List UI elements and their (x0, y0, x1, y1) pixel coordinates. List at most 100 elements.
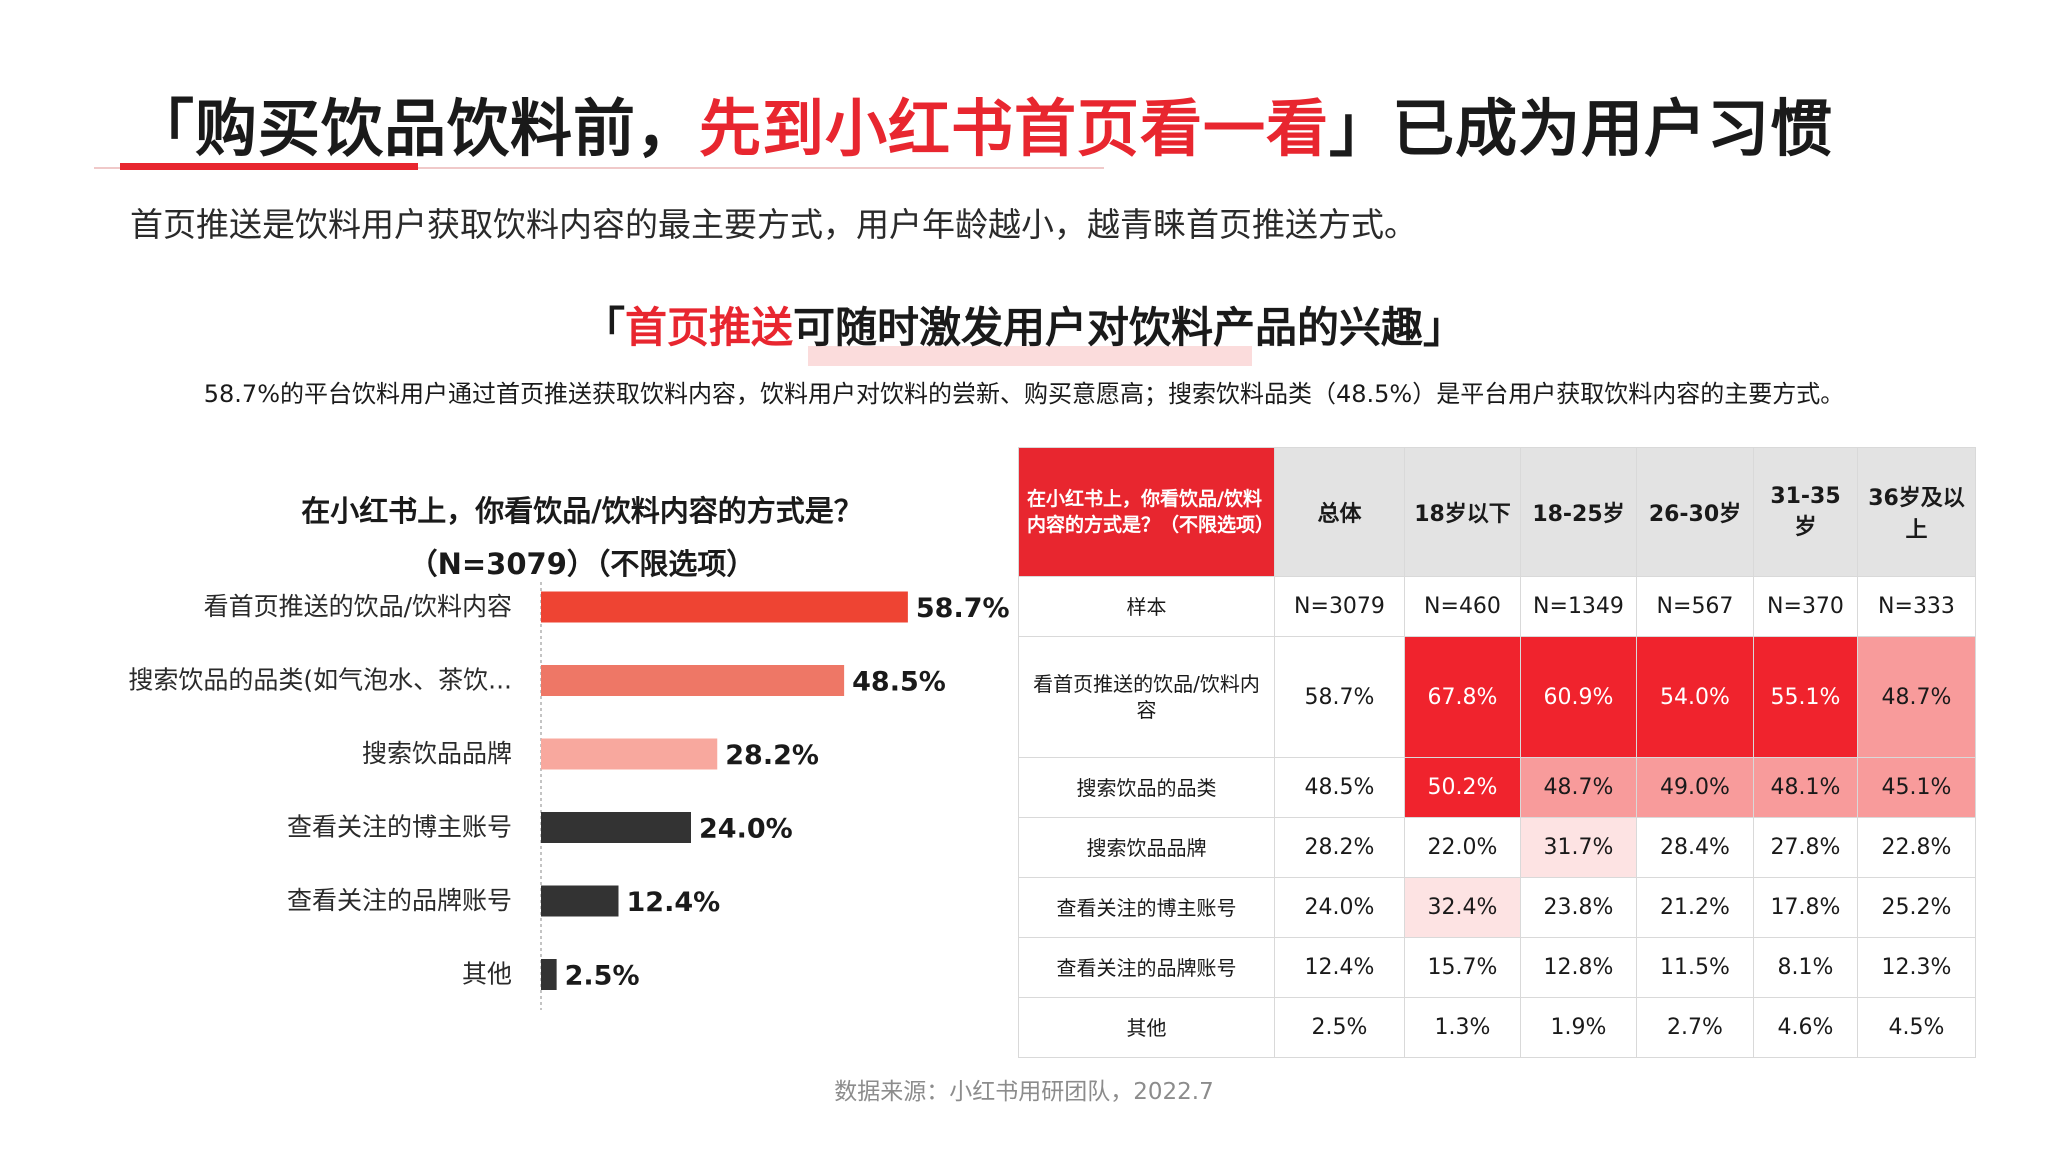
table-row-label: 其他 (1018, 997, 1275, 1058)
table-cell: N=370 (1753, 576, 1858, 637)
table-cell: N=567 (1636, 576, 1754, 637)
table-cell: 17.8% (1753, 877, 1858, 938)
table-cell: 1.9% (1520, 997, 1637, 1058)
table-column-header: 总体 (1274, 447, 1405, 577)
table-cell: 28.2% (1274, 817, 1405, 878)
bar (541, 591, 908, 623)
table-cell: 2.5% (1274, 997, 1405, 1058)
table-column-header: 18-25岁 (1520, 447, 1637, 577)
table-cell: 12.3% (1857, 937, 1976, 998)
table-cell: 45.1% (1857, 757, 1976, 818)
chart-title-line1: 在小红书上，你看饮品/饮料内容的方式是？ (301, 494, 863, 528)
table-cell: 58.7% (1274, 636, 1405, 758)
table-cell: 55.1% (1753, 636, 1858, 758)
data-label: 48.5% (852, 667, 946, 698)
table-cell: N=1349 (1520, 576, 1637, 637)
table-cell: 12.8% (1520, 937, 1637, 998)
table-cell: 21.2% (1636, 877, 1754, 938)
table-question-header: 在小红书上，你看饮品/饮料内容的方式是？（不限选项） (1018, 447, 1275, 577)
bar (541, 665, 845, 696)
table-cell: N=460 (1404, 576, 1521, 637)
table-cell: 50.2% (1404, 757, 1521, 818)
title-part1: 购买饮品饮料前， (195, 92, 700, 165)
data-label: 24.0% (699, 814, 793, 845)
data-source: 数据来源：小红书用研团队，2022.7 (834, 1079, 1214, 1105)
page-title: 「购买饮品饮料前，先到小红书首页看一看」已成为用户习惯 (132, 78, 1833, 168)
table-cell: 31.7% (1520, 817, 1637, 878)
table-cell: 48.7% (1857, 636, 1976, 758)
section-description: 58.7%的平台饮料用户通过首页推送获取饮料内容，饮料用户对饮料的尝新、购买意愿… (203, 380, 1845, 408)
data-label: 12.4% (627, 887, 721, 918)
table-cell: 23.8% (1520, 877, 1637, 938)
table-cell: 8.1% (1753, 937, 1858, 998)
table-cell: 22.8% (1857, 817, 1976, 878)
table-row: 搜索饮品的品类 48.5% 50.2% 48.7% 49.0% 48.1% 45.1% (1018, 757, 1976, 818)
page-subtitle: 首页推送是饮料用户获取饮料内容的最主要方式，用户年龄越小，越青睐首页推送方式。 (130, 205, 1417, 244)
table-column-header: 26-30岁 (1636, 447, 1754, 577)
table-row-label: 搜索饮品的品类 (1018, 757, 1275, 818)
bar (541, 885, 619, 917)
bar (541, 959, 557, 990)
table-column-header: 18岁以下 (1404, 447, 1521, 577)
crosstab-table: 在小红书上，你看饮品/饮料内容的方式是？（不限选项） 总体 18岁以下 18-25岁… (1018, 447, 1976, 1058)
title-highlight: 先到小红书首页看一看 (699, 92, 1330, 165)
table-row: 看首页推送的饮品/饮料内容 58.7% 67.8% 60.9% 54.0% 55.1% 48… (1018, 636, 1976, 758)
table-row-label: 查看关注的品牌账号 (1018, 937, 1275, 998)
chart-title-line2: （N=3079）（不限选项） (408, 547, 756, 581)
table-cell: N=3079 (1274, 576, 1405, 637)
title-part2: 已成为用户习惯 (1392, 92, 1834, 165)
table-cell: 12.4% (1274, 937, 1405, 998)
table-cell: 4.6% (1753, 997, 1858, 1058)
section-heading-rest: 可随时激发用户对饮料产品的兴趣 (793, 303, 1424, 352)
table-cell: 48.1% (1753, 757, 1858, 818)
category-label: 其他 (462, 960, 512, 989)
table-cell: 27.8% (1753, 817, 1858, 878)
bar (541, 812, 691, 843)
crosstab-table-container: 在小红书上，你看饮品/饮料内容的方式是？（不限选项） 总体 18岁以下 18-25岁… (1018, 447, 1976, 1058)
table-cell: 22.0% (1404, 817, 1521, 878)
title-underline (94, 167, 1104, 169)
table-cell: 25.2% (1857, 877, 1976, 938)
category-label: 搜索饮品品牌 (362, 739, 512, 768)
table-row: 样本 N=3079 N=460 N=1349 N=567 N=370 N=333 (1018, 576, 1976, 637)
table-row-label: 样本 (1018, 576, 1275, 637)
bar-chart: 看首页推送的饮品/饮料内容 58.7% 搜索饮品的品类(如气泡水、茶饮... 48.5… (128, 582, 1010, 1010)
category-label: 查看关注的博主账号 (287, 813, 512, 842)
data-label: 58.7% (916, 593, 1010, 624)
table-column-header: 31-35岁 (1753, 447, 1858, 577)
table-cell: 1.3% (1404, 997, 1521, 1058)
table-row: 搜索饮品品牌 28.2% 22.0% 31.7% 28.4% 27.8% 22.8% (1018, 817, 1976, 878)
table-row: 其他 2.5% 1.3% 1.9% 2.7% 4.6% 4.5% (1018, 997, 1976, 1058)
section-heading-highlight: 首页推送 (624, 303, 793, 352)
category-label: 搜索饮品的品类(如气泡水、茶饮... (128, 666, 512, 695)
table-cell: 4.5% (1857, 997, 1976, 1058)
title-underline-accent (120, 163, 418, 170)
table-cell: 48.7% (1520, 757, 1637, 818)
table-cell: 15.7% (1404, 937, 1521, 998)
table-cell: 60.9% (1520, 636, 1637, 758)
section-heading-bracket-close: 」 (1423, 303, 1466, 352)
table-cell: N=333 (1857, 576, 1976, 637)
table-cell: 54.0% (1636, 636, 1754, 758)
table-header-row: 在小红书上，你看饮品/饮料内容的方式是？（不限选项） 总体 18岁以下 18-25岁… (1018, 447, 1976, 577)
table-cell: 67.8% (1404, 636, 1521, 758)
data-label: 28.2% (725, 740, 819, 771)
table-row-label: 看首页推送的饮品/饮料内容 (1018, 636, 1275, 758)
table-row-label: 搜索饮品品牌 (1018, 817, 1275, 878)
section-heading: 「首页推送可随时激发用户对饮料产品的兴趣」 (0, 294, 2048, 355)
table-cell: 2.7% (1636, 997, 1754, 1058)
data-label: 2.5% (565, 961, 640, 992)
table-cell: 48.5% (1274, 757, 1405, 818)
category-label: 看首页推送的饮品/饮料内容 (204, 592, 512, 621)
table-body: 样本 N=3079 N=460 N=1349 N=567 N=370 N=333 看首页推送的… (1018, 576, 1976, 1058)
category-label: 查看关注的品牌账号 (287, 886, 512, 915)
table-cell: 11.5% (1636, 937, 1754, 998)
table-cell: 28.4% (1636, 817, 1754, 878)
title-bracket-close: 」 (1329, 92, 1393, 165)
title-bracket-open: 「 (132, 92, 196, 165)
table-row: 查看关注的博主账号 24.0% 32.4% 23.8% 21.2% 17.8% 25.2% (1018, 877, 1976, 938)
table-cell: 32.4% (1404, 877, 1521, 938)
table-column-header: 36岁及以上 (1857, 447, 1976, 577)
section-heading-bracket-open: 「 (582, 303, 625, 352)
table-row-label: 查看关注的博主账号 (1018, 877, 1275, 938)
